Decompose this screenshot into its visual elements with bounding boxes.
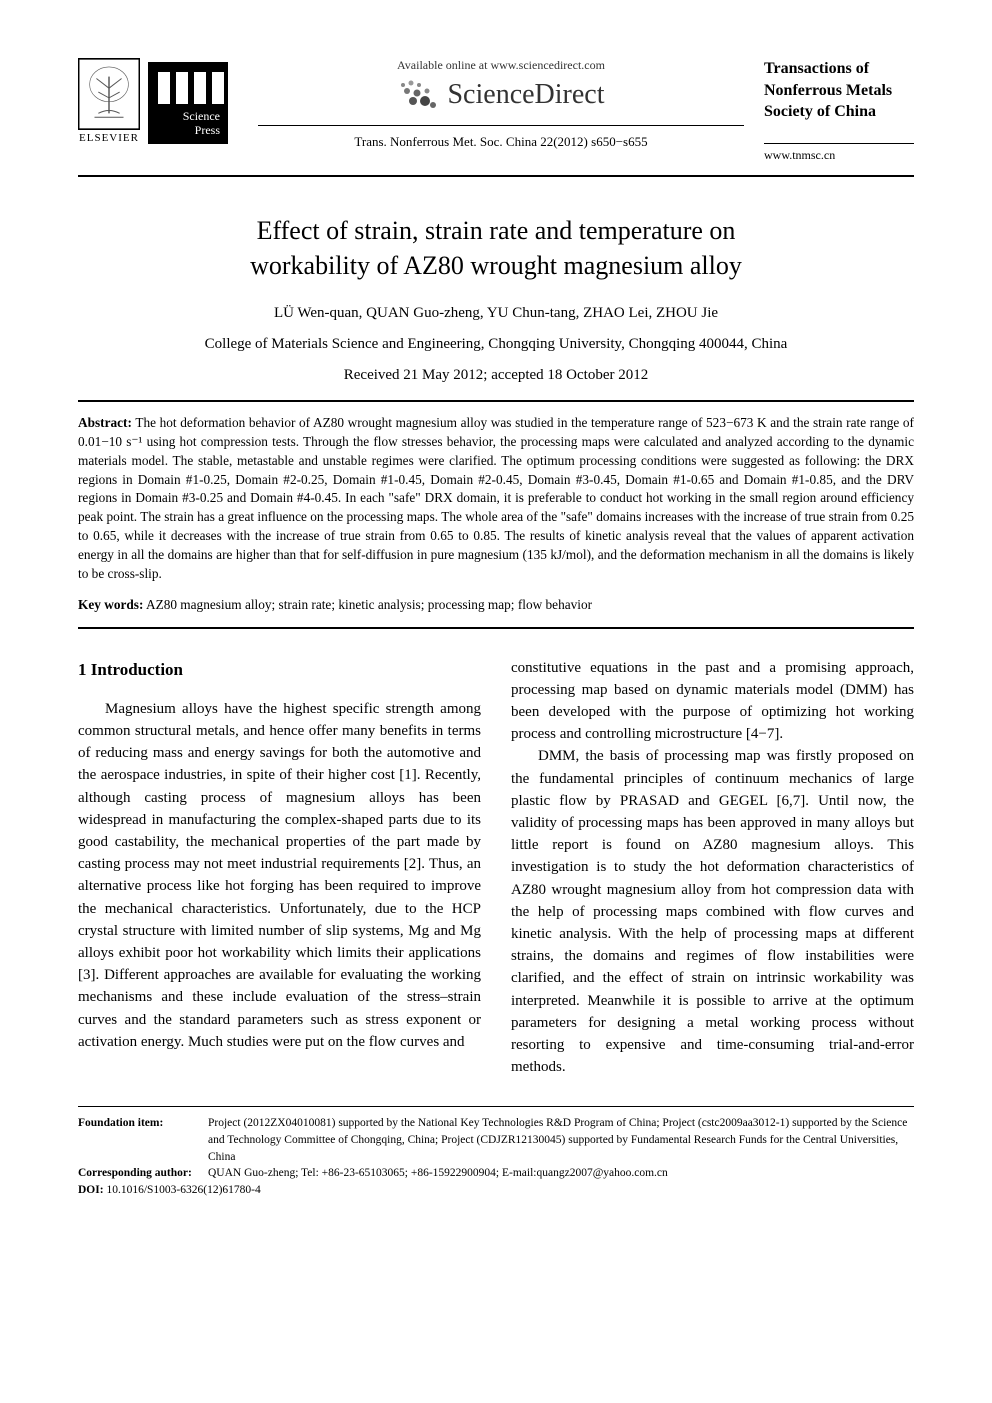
journal-header: ELSEVIER Science Press Available online … [78, 58, 914, 177]
sciencedirect-block: ScienceDirect [258, 79, 744, 111]
corresponding-label: Corresponding author: [78, 1165, 208, 1182]
elsevier-label: ELSEVIER [79, 132, 139, 144]
elsevier-logo: ELSEVIER [78, 58, 140, 144]
col1-paragraph-1: Magnesium alloys have the highest specif… [78, 698, 481, 1053]
foundation-label: Foundation item: [78, 1115, 208, 1165]
col2-paragraph-1: constitutive equations in the past and a… [511, 657, 914, 746]
trans-citation: Trans. Nonferrous Met. Soc. China 22(201… [258, 125, 744, 150]
logo-block: ELSEVIER Science Press [78, 58, 228, 144]
rule-below-keywords [78, 627, 914, 629]
foundation-row: Foundation item: Project (2012ZX04010081… [78, 1115, 914, 1165]
keywords-label: Key words: [78, 597, 143, 612]
doi-row: DOI: 10.1016/S1003-6326(12)61780-4 [78, 1182, 914, 1199]
abstract-block: Abstract: The hot deformation behavior o… [78, 414, 914, 584]
abstract-label: Abstract: [78, 415, 132, 430]
header-center: Available online at www.sciencedirect.co… [248, 58, 754, 150]
doi-text: 10.1016/S1003-6326(12)61780-4 [104, 1184, 261, 1196]
affiliation-line: College of Materials Science and Enginee… [78, 336, 914, 353]
section-1-heading: 1 Introduction [78, 657, 481, 682]
science-press-logo: Science Press [148, 62, 228, 144]
corresponding-text: QUAN Guo-zheng; Tel: +86-23-65103065; +8… [208, 1165, 914, 1182]
title-line-2: workability of AZ80 wrought magnesium al… [250, 251, 742, 280]
elsevier-tree-icon [78, 58, 140, 130]
foundation-text: Project (2012ZX04010081) supported by th… [208, 1115, 914, 1165]
authors-line: LÜ Wen-quan, QUAN Guo-zheng, YU Chun-tan… [78, 305, 914, 322]
journal-title: Transactions of Nonferrous Metals Societ… [764, 58, 914, 123]
sp-science-label: Science [183, 109, 220, 124]
keywords-text: AZ80 magnesium alloy; strain rate; kinet… [143, 597, 592, 612]
body-columns: 1 Introduction Magnesium alloys have the… [78, 657, 914, 1079]
doi-label: DOI: [78, 1184, 104, 1196]
header-right: Transactions of Nonferrous Metals Societ… [754, 58, 914, 163]
footer-block: Foundation item: Project (2012ZX04010081… [78, 1106, 914, 1198]
keywords-block: Key words: AZ80 magnesium alloy; strain … [78, 596, 914, 615]
journal-url: www.tnmsc.cn [764, 143, 914, 163]
paper-title: Effect of strain, strain rate and temper… [78, 213, 914, 283]
available-online-text: Available online at www.sciencedirect.co… [258, 58, 744, 73]
col2-paragraph-2: DMM, the basis of processing map was fir… [511, 745, 914, 1078]
abstract-text: The hot deformation behavior of AZ80 wro… [78, 415, 914, 581]
sp-press-label: Press [195, 123, 220, 138]
title-line-1: Effect of strain, strain rate and temper… [257, 216, 736, 245]
sciencedirect-icon [397, 79, 437, 111]
sciencedirect-text: ScienceDirect [447, 79, 604, 111]
received-accepted-dates: Received 21 May 2012; accepted 18 Octobe… [78, 367, 914, 384]
left-column: 1 Introduction Magnesium alloys have the… [78, 657, 481, 1079]
right-column: constitutive equations in the past and a… [511, 657, 914, 1079]
corresponding-row: Corresponding author: QUAN Guo-zheng; Te… [78, 1165, 914, 1182]
rule-above-abstract [78, 400, 914, 402]
page-container: ELSEVIER Science Press Available online … [0, 0, 992, 1239]
